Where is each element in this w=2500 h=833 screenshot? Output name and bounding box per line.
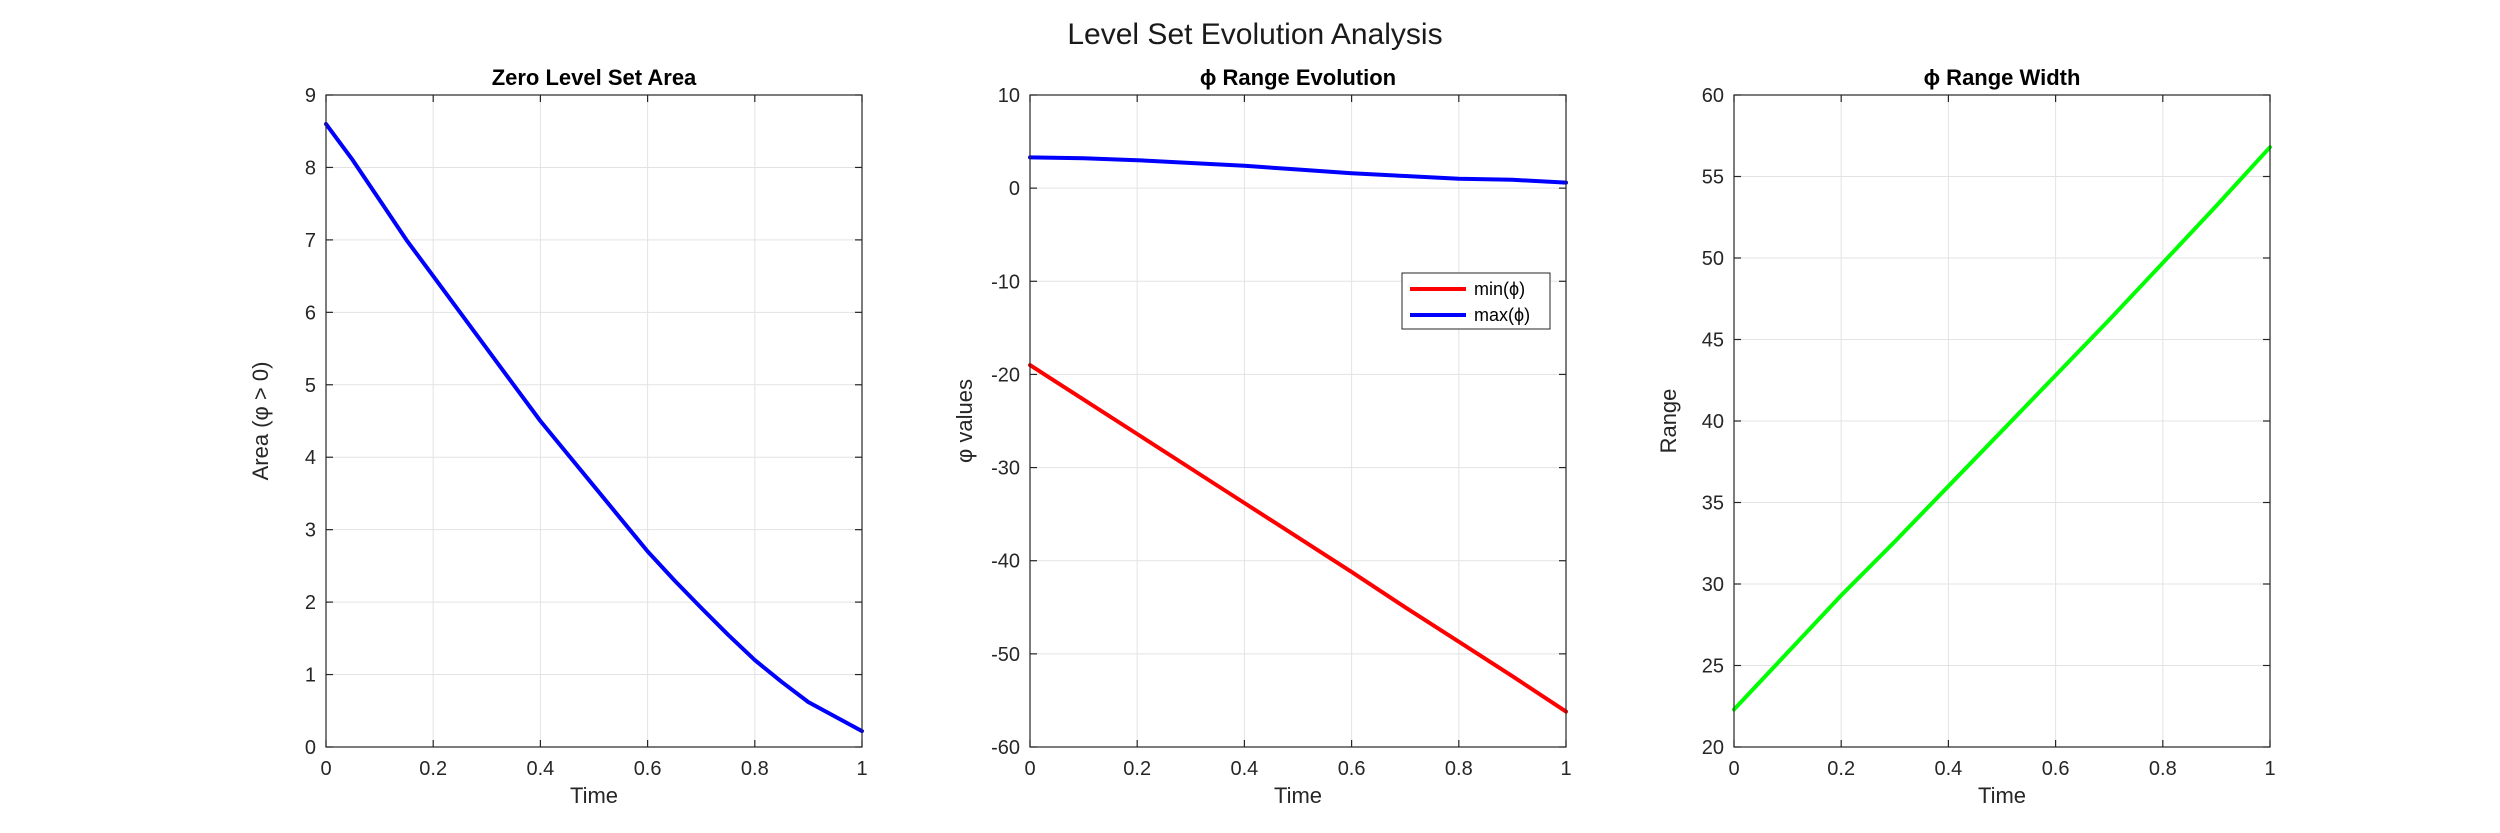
y-tick-label: 4 <box>305 447 316 469</box>
x-axis-label: Time <box>1978 783 2026 808</box>
y-tick-label: 35 <box>1702 493 1724 515</box>
y-tick-label: 1 <box>305 665 316 687</box>
x-tick-label: 1 <box>1560 758 1571 780</box>
series-line-min <box>1028 363 1568 714</box>
x-tick-label: 0 <box>320 758 331 780</box>
axes-panel-2: 0 0.2 0.4 0.6 0.8 1 -60 -50 -40 -30 -20 -10 0 10 ϕ Ran… <box>952 65 1572 808</box>
y-tick-label: -60 <box>991 737 1020 759</box>
legend-entry-label: max(ϕ) <box>1474 305 1530 325</box>
y-tick-label: 25 <box>1702 656 1724 678</box>
axes-title: Zero Level Set Area <box>492 65 697 90</box>
axes-box <box>1029 94 1567 748</box>
y-axis-label: φ values <box>952 379 977 463</box>
y-tick-label: 20 <box>1702 737 1724 759</box>
y-tick-label: 40 <box>1702 411 1724 433</box>
x-tick-label: 0.4 <box>526 758 554 780</box>
x-tick-label: 0.6 <box>1338 758 1366 780</box>
series-group <box>324 122 864 734</box>
y-tick-label: 7 <box>305 230 316 252</box>
legend-entry-label: min(ϕ) <box>1474 279 1525 299</box>
y-tick-label: 50 <box>1702 248 1724 270</box>
y-tick-label: 45 <box>1702 330 1724 352</box>
y-tick-label: 2 <box>305 592 316 614</box>
axes-panel-3: 0 0.2 0.4 0.6 0.8 1 20 25 30 35 40 45 50 55 60 ϕ Range … <box>1656 65 2276 808</box>
series-line-max <box>1028 155 1568 185</box>
y-tick-label: -30 <box>991 458 1020 480</box>
x-tick-label: 0 <box>1024 758 1035 780</box>
y-tick-label: 6 <box>305 302 316 324</box>
x-tick-label: 1 <box>2264 758 2275 780</box>
figure-title: Level Set Evolution Analysis <box>1067 18 1442 51</box>
y-axis-label: Range <box>1656 389 1681 454</box>
x-tick-label: 0.4 <box>1934 758 1962 780</box>
y-tick-label: -50 <box>991 644 1020 666</box>
legend-box <box>1401 272 1551 330</box>
axes-panel-1: 0 0.2 0.4 0.6 0.8 1 0 1 2 3 4 5 6 7 8 9 Zero Level Set A… <box>248 65 868 808</box>
y-tick-label: 55 <box>1702 167 1724 189</box>
series-line-1 <box>324 122 864 734</box>
x-tick-label: 0.2 <box>1827 758 1855 780</box>
series-line-1 <box>1732 145 2272 712</box>
axes-title: ϕ Range Evolution <box>1200 65 1396 90</box>
y-tick-label: 3 <box>305 520 316 542</box>
x-axis-label: Time <box>570 783 618 808</box>
y-tick-label: -20 <box>991 364 1020 386</box>
legend: min(ϕ) max(ϕ) <box>1401 272 1551 330</box>
x-tick-label: 0.6 <box>634 758 662 780</box>
x-tick-label: 0.2 <box>419 758 447 780</box>
y-tick-label: 0 <box>1009 178 1020 200</box>
y-tick-label: 0 <box>305 737 316 759</box>
series-group <box>1732 145 2272 712</box>
x-tick-label: 0.8 <box>741 758 769 780</box>
y-tick-label: 8 <box>305 157 316 179</box>
y-tick-label: 30 <box>1702 574 1724 596</box>
plot-area <box>326 95 862 747</box>
x-tick-label: 0.6 <box>2042 758 2070 780</box>
x-tick-label: 0.8 <box>1445 758 1473 780</box>
x-tick-label: 0.4 <box>1230 758 1258 780</box>
y-tick-label: 10 <box>998 85 1020 107</box>
y-tick-label: 60 <box>1702 85 1724 107</box>
y-axis-label: Area (φ > 0) <box>248 362 273 481</box>
x-axis-label: Time <box>1274 783 1322 808</box>
series-group <box>1028 155 1568 714</box>
axes-title: ϕ Range Width <box>1924 65 2081 90</box>
plot-area <box>1030 95 1566 747</box>
y-tick-label: -10 <box>991 271 1020 293</box>
y-tick-label: 5 <box>305 375 316 397</box>
x-tick-label: 0.8 <box>2149 758 2177 780</box>
y-tick-label: -40 <box>991 551 1020 573</box>
x-tick-label: 1 <box>856 758 867 780</box>
y-tick-label: 9 <box>305 85 316 107</box>
x-tick-label: 0 <box>1728 758 1739 780</box>
axes-box <box>325 94 863 748</box>
x-tick-label: 0.2 <box>1123 758 1151 780</box>
